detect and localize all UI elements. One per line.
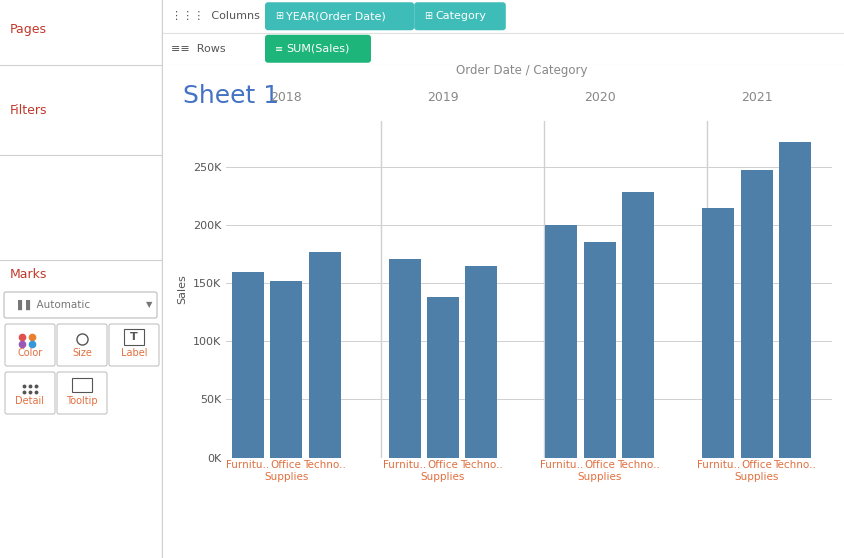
Bar	[308, 252, 340, 458]
Text: ▼: ▼	[145, 301, 152, 310]
Bar	[72, 378, 92, 392]
Text: Size: Size	[72, 348, 92, 358]
Text: Pages: Pages	[10, 23, 47, 36]
FancyBboxPatch shape	[5, 372, 55, 414]
Text: Label: Label	[121, 348, 147, 358]
Text: ⊞: ⊞	[274, 11, 283, 21]
FancyBboxPatch shape	[4, 292, 157, 318]
Text: Sheet 1: Sheet 1	[183, 84, 279, 108]
Text: YEAR(Order Date): YEAR(Order Date)	[285, 11, 386, 21]
Text: SUM(Sales): SUM(Sales)	[285, 44, 349, 54]
Text: Detail: Detail	[15, 396, 45, 406]
FancyBboxPatch shape	[57, 372, 107, 414]
Text: 2018: 2018	[270, 91, 301, 104]
Bar	[426, 297, 458, 458]
Text: Filters: Filters	[10, 103, 47, 117]
FancyBboxPatch shape	[109, 324, 159, 366]
Bar	[544, 225, 576, 458]
Bar	[124, 329, 143, 345]
Text: Order Date / Category: Order Date / Category	[455, 64, 587, 77]
Text: ⋮⋮⋮  Columns: ⋮⋮⋮ Columns	[170, 11, 260, 21]
Text: 2021: 2021	[740, 91, 771, 104]
Bar	[621, 191, 653, 458]
FancyBboxPatch shape	[57, 324, 107, 366]
FancyBboxPatch shape	[265, 35, 371, 62]
Bar	[778, 142, 810, 458]
Bar	[739, 170, 771, 458]
Bar	[388, 259, 420, 458]
Text: 2020: 2020	[583, 91, 615, 104]
Text: 2019: 2019	[426, 91, 458, 104]
Text: Marks: Marks	[10, 268, 47, 281]
Text: Category: Category	[435, 11, 485, 21]
Text: ▐▐  Automatic: ▐▐ Automatic	[14, 300, 90, 310]
Text: ⊞: ⊞	[424, 11, 432, 21]
Text: ≡: ≡	[274, 44, 283, 54]
FancyBboxPatch shape	[5, 324, 55, 366]
Bar	[583, 242, 615, 458]
Bar	[231, 272, 263, 458]
Bar	[270, 281, 302, 458]
Y-axis label: Sales: Sales	[177, 275, 187, 304]
Text: Tooltip: Tooltip	[66, 396, 98, 406]
Bar	[701, 208, 733, 458]
FancyBboxPatch shape	[265, 2, 414, 30]
FancyBboxPatch shape	[414, 2, 506, 30]
Text: ≡≡  Rows: ≡≡ Rows	[170, 44, 225, 54]
Text: Color: Color	[18, 348, 42, 358]
Bar	[465, 266, 497, 458]
Text: T: T	[130, 332, 138, 342]
